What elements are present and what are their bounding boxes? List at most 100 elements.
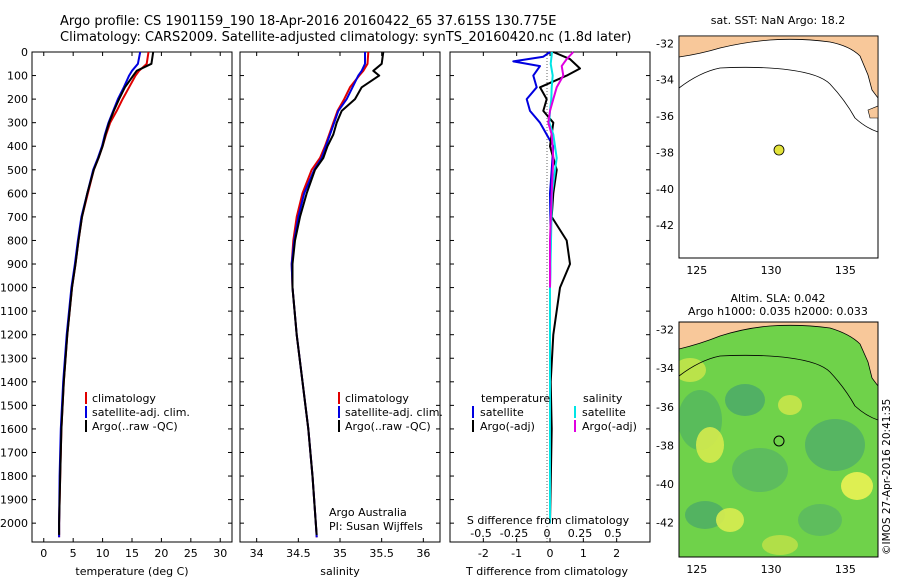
t-difference-axis-label: T difference from climatology — [465, 565, 628, 578]
x-tick-label: 35.5 — [369, 547, 394, 560]
figure-title-line2: Climatology: CARS2009. Satellite-adjuste… — [60, 30, 632, 45]
depth-tick-label: 0 — [21, 46, 28, 59]
depth-tick-label: 1500 — [0, 399, 28, 412]
kangaroo-island — [867, 105, 878, 119]
sla-heatmap — [679, 322, 878, 557]
legend-label-temp-satellite: satellite — [480, 406, 524, 419]
agency-label: Argo Australia — [329, 506, 407, 519]
sla-blob — [805, 419, 865, 471]
depth-tick-label: 200 — [7, 93, 28, 106]
series-line-argo-adj- — [547, 51, 575, 288]
depth-tick-label: 1000 — [0, 282, 28, 295]
lat-tick-label: -36 — [656, 401, 674, 414]
s-tick-label: -0.25 — [500, 527, 528, 540]
depth-tick-label: 400 — [7, 140, 28, 153]
s-tick-label: 0.5 — [604, 527, 622, 540]
depth-tick-label: 300 — [7, 117, 28, 130]
australia-coast — [679, 36, 878, 99]
x-tick-label: 20 — [154, 547, 168, 560]
depth-tick-label: 1900 — [0, 494, 28, 507]
sla-blob — [696, 427, 724, 463]
lat-tick-label: -38 — [656, 439, 674, 452]
lat-tick-label: -34 — [656, 74, 674, 87]
x-tick-label: -1 — [511, 547, 522, 560]
salinity-axis-label: salinity — [320, 565, 360, 578]
series-line-argo-raw-qc- — [58, 51, 155, 535]
depth-tick-label: 900 — [7, 258, 28, 271]
x-tick-label: 15 — [125, 547, 139, 560]
legend-label-argo: Argo(..raw -QC) — [345, 420, 431, 433]
lat-tick-label: -40 — [656, 183, 674, 196]
lon-tick-label: 130 — [761, 264, 782, 277]
lat-tick-label: -42 — [656, 516, 674, 529]
sla-blob — [778, 395, 802, 415]
australia-coast — [679, 322, 878, 387]
x-tick-label: 5 — [70, 547, 77, 560]
legend-header-temperature: temperature — [481, 392, 550, 405]
sst-map-land — [679, 36, 878, 133]
sst-map-title: sat. SST: NaN Argo: 18.2 — [711, 14, 845, 27]
legend-label-climatology: climatology — [345, 392, 409, 405]
depth-tick-label: 800 — [7, 234, 28, 247]
lon-tick-label: 135 — [835, 264, 856, 277]
float-location-marker — [773, 435, 785, 447]
lon-tick-label: 130 — [761, 563, 782, 576]
lon-tick-label: 135 — [835, 563, 856, 576]
lat-tick-label: -34 — [656, 362, 674, 375]
depth-tick-label: 1400 — [0, 376, 28, 389]
depth-tick-label: 1300 — [0, 352, 28, 365]
sla-blob — [762, 535, 798, 555]
s-tick-label: -0.5 — [470, 527, 491, 540]
sla-blob — [841, 472, 873, 500]
temperature-axis-label: temperature (deg C) — [75, 565, 188, 578]
sla-blob — [732, 448, 788, 492]
sla-blob — [725, 384, 765, 416]
x-tick-label: 0 — [40, 547, 47, 560]
sla-blob — [685, 501, 725, 529]
salinity-legend: climatology satellite-adj. clim. Argo(..… — [329, 392, 443, 533]
lat-tick-label: -42 — [656, 219, 674, 232]
lat-tick-label: -38 — [656, 146, 674, 159]
depth-tick-label: 1200 — [0, 329, 28, 342]
legend-label-satellite: satellite-adj. clim. — [92, 406, 190, 419]
shelf-contour — [679, 66, 878, 133]
temperature-panel — [31, 51, 233, 543]
legend-label-climatology: climatology — [92, 392, 156, 405]
series-line-argo-adj- — [539, 51, 581, 524]
x-tick-label: 35 — [333, 547, 347, 560]
figure-title-line1: Argo profile: CS 1901159_190 18-Apr-2016… — [60, 14, 557, 29]
sla-map-title-line2: Argo h1000: 0.035 h2000: 0.033 — [688, 305, 868, 318]
series-line-argo-raw-qc- — [291, 51, 385, 535]
s-tick-label: 0 — [544, 527, 551, 540]
sla-map-panel — [678, 321, 879, 558]
shelf-contour — [679, 354, 878, 421]
salinity-panel — [239, 51, 441, 543]
legend-header-salinity: salinity — [583, 392, 623, 405]
x-tick-label: 0 — [547, 547, 554, 560]
x-tick-label: -2 — [478, 547, 489, 560]
s-tick-label: 0.25 — [568, 527, 593, 540]
depth-tick-label: 1100 — [0, 305, 28, 318]
legend-label-sal-argo: Argo(-adj) — [582, 420, 637, 433]
lat-tick-label: -40 — [656, 478, 674, 491]
x-tick-label: 25 — [184, 547, 198, 560]
x-tick-label: 30 — [213, 547, 227, 560]
legend-label-satellite: satellite-adj. clim. — [345, 406, 443, 419]
x-tick-label: 34 — [250, 547, 264, 560]
depth-tick-label: 600 — [7, 187, 28, 200]
x-tick-label: 34.5 — [286, 547, 311, 560]
depth-tick-label: 500 — [7, 164, 28, 177]
lat-tick-label: -32 — [656, 37, 674, 50]
lon-tick-label: 125 — [686, 264, 707, 277]
x-tick-label: 2 — [613, 547, 620, 560]
sla-blob — [679, 358, 706, 382]
legend-label-sal-satellite: satellite — [582, 406, 626, 419]
s-difference-label: S difference from climatology — [467, 514, 630, 527]
depth-tick-label: 100 — [7, 70, 28, 83]
x-tick-label: 36 — [416, 547, 430, 560]
depth-tick-label: 2000 — [0, 517, 28, 530]
pi-label: PI: Susan Wijffels — [329, 520, 423, 533]
legend-label-temp-argo: Argo(-adj) — [480, 420, 535, 433]
depth-tick-label: 1600 — [0, 423, 28, 436]
